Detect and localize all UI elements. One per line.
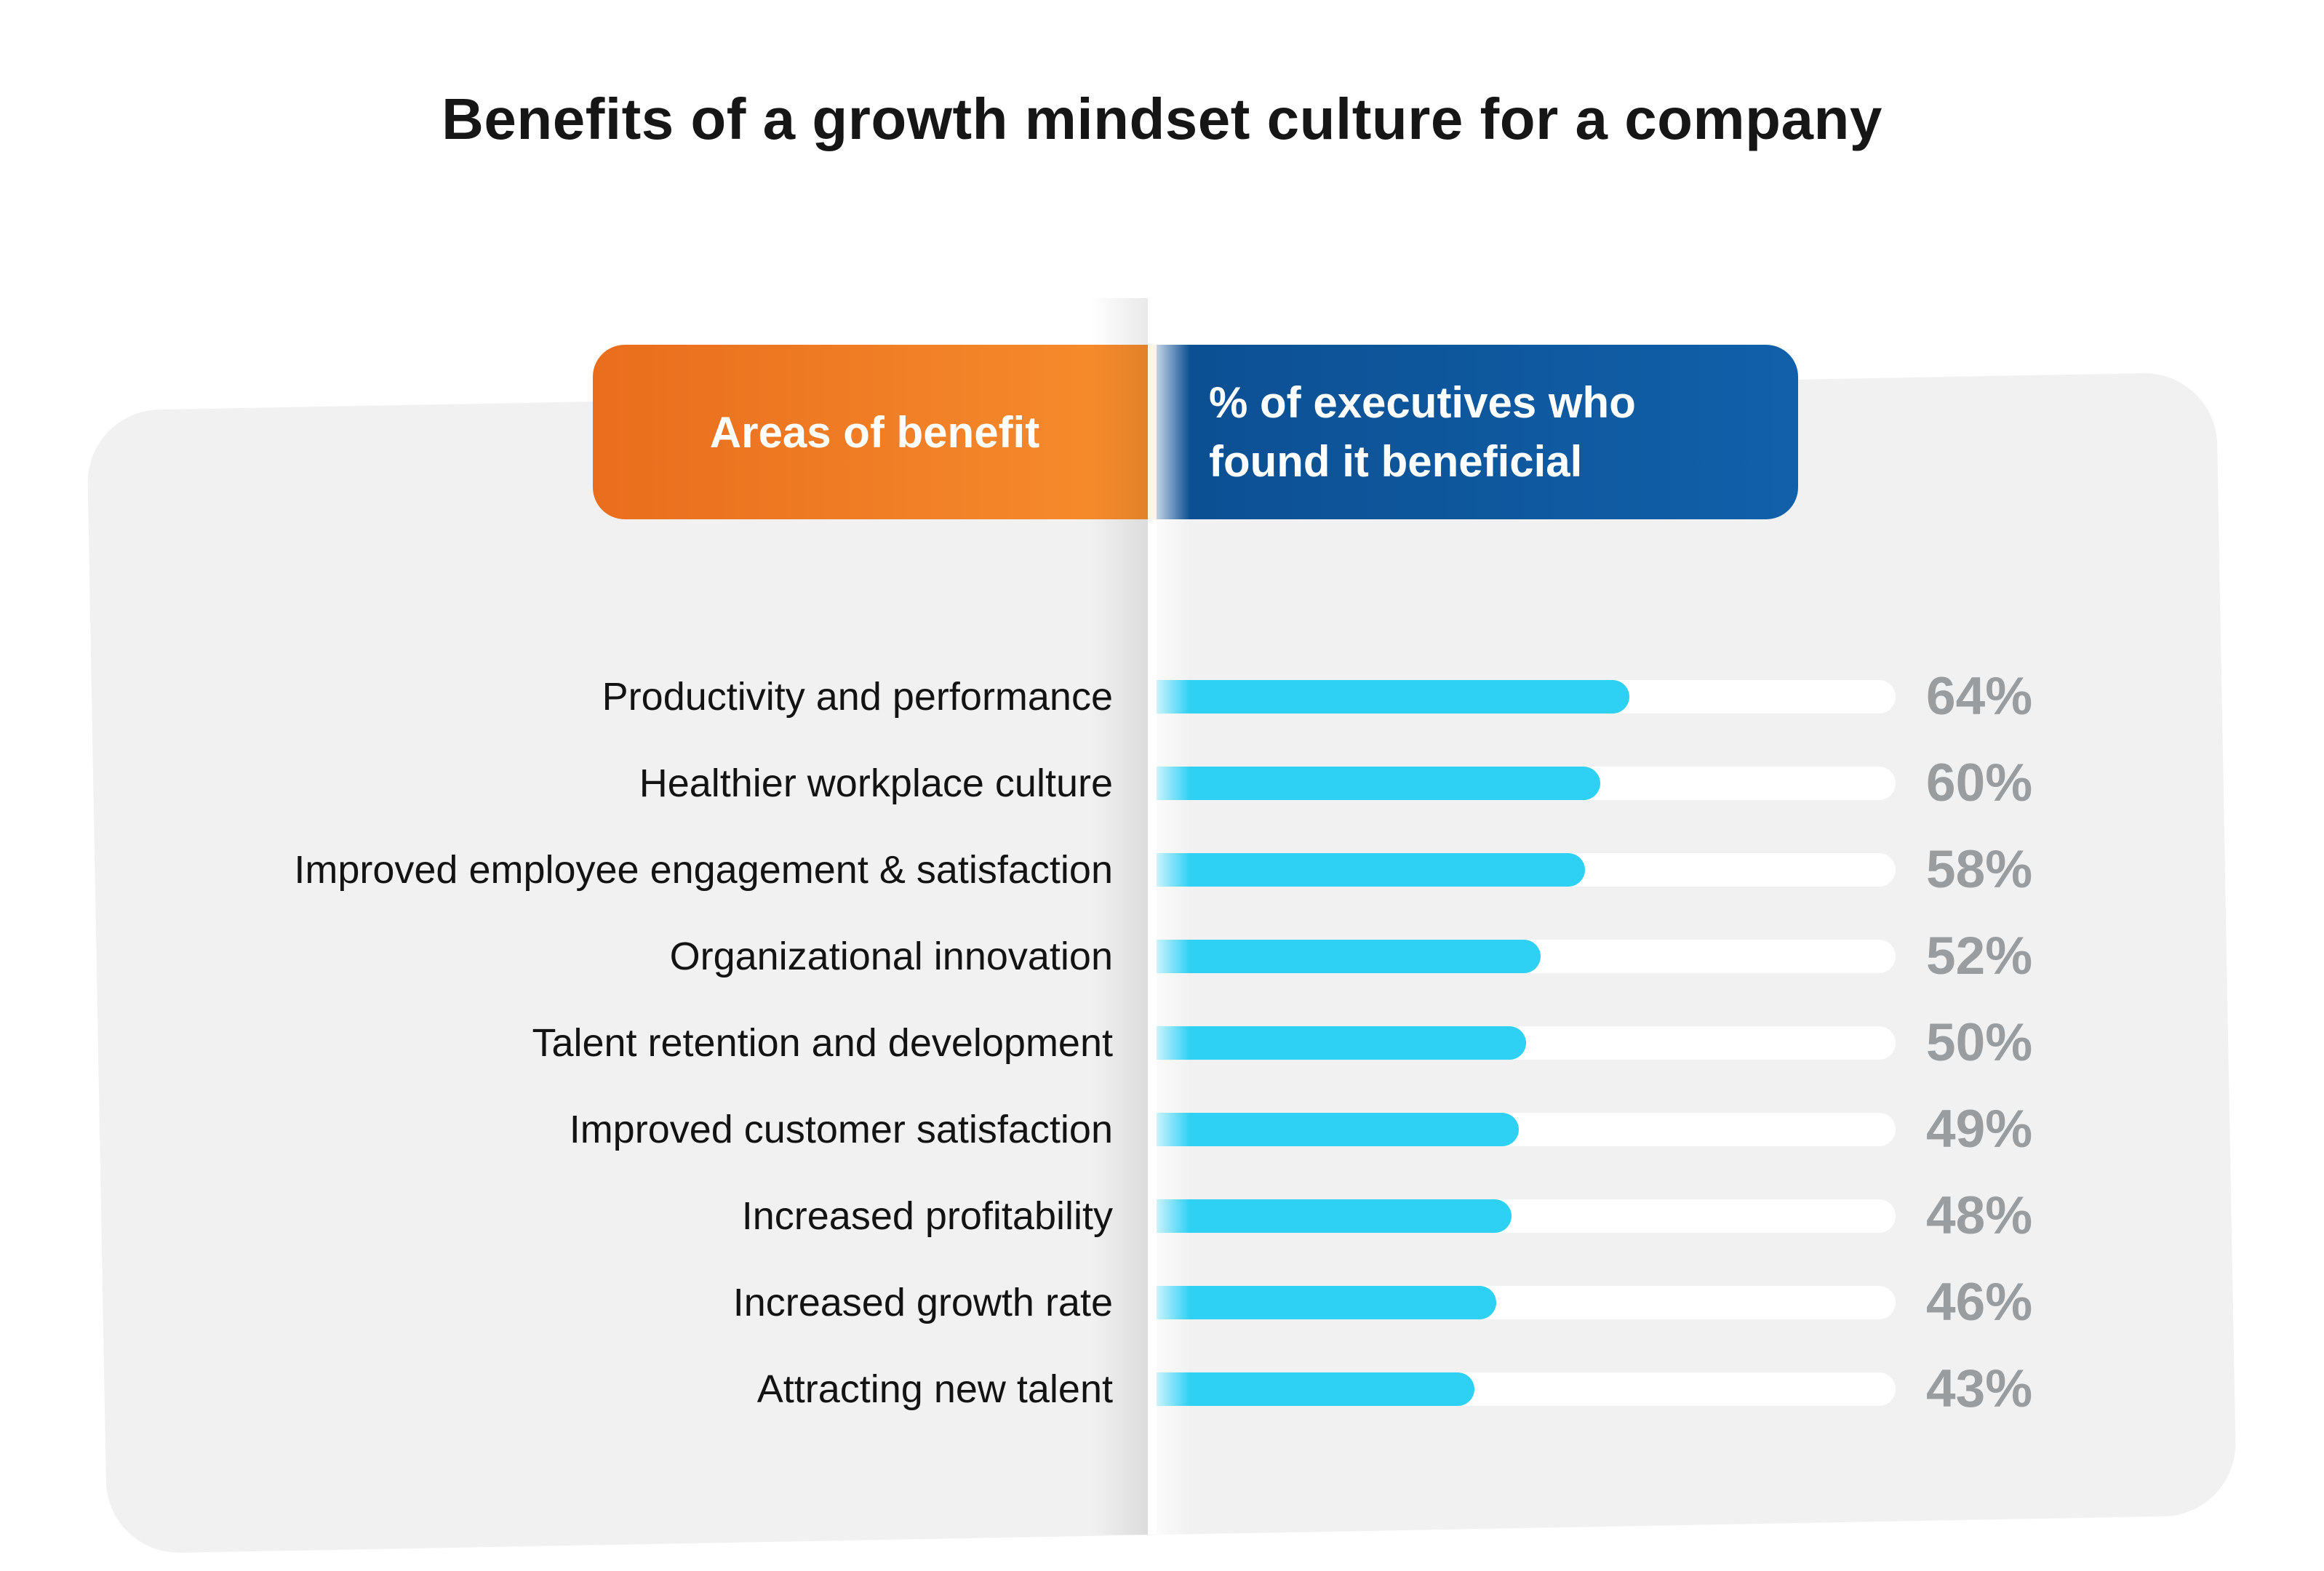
areas-of-benefit-label: Areas of benefit <box>709 407 1040 457</box>
row-label: Increased growth rate <box>732 1281 1113 1324</box>
row-label: Talent retention and development <box>532 1021 1113 1065</box>
bar-track <box>1157 767 1896 800</box>
percent-value: 49% <box>1926 1100 2033 1159</box>
table-row: Talent retention and development 50% <box>0 999 2324 1087</box>
fold-seam-highlight <box>1157 298 1190 1535</box>
percent-value: 64% <box>1926 667 2033 726</box>
bar-fill <box>1157 1286 1497 1319</box>
bar-track <box>1157 1199 1896 1233</box>
bar-fill <box>1157 1113 1519 1146</box>
bar-track <box>1157 853 1896 887</box>
table-row: Increased growth rate 46% <box>0 1259 2324 1346</box>
table-row: Productivity and performance 64% <box>0 653 2324 740</box>
bar-fill <box>1157 853 1586 887</box>
row-label: Organizational innovation <box>669 935 1113 978</box>
percent-value: 58% <box>1926 840 2033 899</box>
bar-fill <box>1157 1026 1526 1060</box>
table-row: Healthier workplace culture 60% <box>0 740 2324 827</box>
bar-fill <box>1157 1199 1512 1233</box>
row-label: Improved customer satisfaction <box>569 1108 1113 1151</box>
percent-value: 43% <box>1926 1359 2033 1418</box>
bar-fill <box>1157 680 1630 713</box>
bar-track <box>1157 1286 1896 1319</box>
bar-track <box>1157 680 1896 713</box>
percent-value: 48% <box>1926 1186 2033 1245</box>
row-label: Improved employee engagement & satisfact… <box>294 848 1113 892</box>
fold-seam-line <box>1148 298 1157 1535</box>
bar-track <box>1157 1026 1896 1060</box>
bar-track <box>1157 1113 1896 1146</box>
table-row: Organizational innovation 52% <box>0 913 2324 1000</box>
percent-value: 46% <box>1926 1273 2033 1332</box>
bar-fill <box>1157 767 1600 800</box>
bar-track <box>1157 1372 1896 1406</box>
bar-fill <box>1157 1372 1474 1406</box>
bar-fill <box>1157 940 1541 973</box>
table-row: Attracting new talent 43% <box>0 1346 2324 1433</box>
areas-of-benefit-header: Areas of benefit <box>593 345 1157 519</box>
percent-value: 60% <box>1926 753 2033 812</box>
row-label: Productivity and performance <box>602 675 1113 719</box>
row-label: Increased profitability <box>741 1194 1113 1238</box>
percent-value: 52% <box>1926 927 2033 986</box>
percent-value: 50% <box>1926 1013 2033 1072</box>
page-title: Benefits of a growth mindset culture for… <box>442 87 1882 151</box>
table-row: Improved customer satisfaction 49% <box>0 1086 2324 1173</box>
table-row: Increased profitability 48% <box>0 1172 2324 1260</box>
bar-track <box>1157 940 1896 973</box>
executives-header: % of executives who found it beneficial <box>1157 345 1798 519</box>
row-label: Healthier workplace culture <box>639 761 1113 805</box>
fold-seam-shadow <box>1090 298 1148 1535</box>
table-row: Improved employee engagement & satisfact… <box>0 826 2324 914</box>
row-label: Attracting new talent <box>756 1367 1113 1411</box>
executives-label: % of executives who found it beneficial <box>1209 378 1636 486</box>
